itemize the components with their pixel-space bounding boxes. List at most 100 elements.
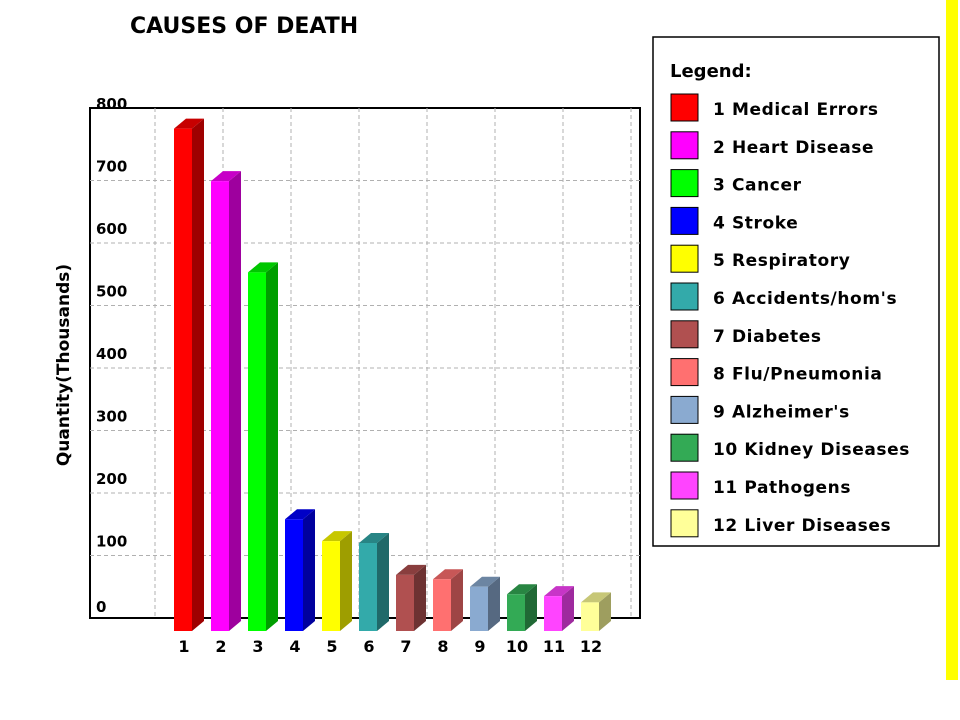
bar-top [544,586,574,597]
bar-10 [507,584,537,631]
bar-4 [285,509,315,631]
bar-front [433,579,451,631]
bar-side [451,569,463,631]
accent-stripe [946,0,958,680]
legend-swatch [670,131,699,160]
x-tick-label: 4 [289,637,300,656]
y-tick-label: 200 [96,470,127,488]
x-axis-ticks: 1 2 3 4 5 6 7 8 9 10 11 12 [178,637,602,656]
chart-title: CAUSES OF DEATH [130,14,358,39]
legend-swatch [670,93,699,122]
y-tick-label: 800 [96,95,127,113]
bar-front [285,519,303,631]
bar-8 [433,569,463,631]
legend-label: 7 Diabetes [713,327,822,347]
legend-item: 5 Respiratory [670,244,850,273]
bar-front [581,602,599,631]
legend-item: 6 Accidents/hom's [670,282,897,311]
legend-item: 3 Cancer [670,169,802,198]
legend-swatch [670,244,699,273]
legend-swatch [670,320,699,349]
legend-item: 2 Heart Disease [670,131,874,160]
y-tick-label: 300 [96,408,127,426]
bar-side [525,584,537,631]
legend-label: 2 Heart Disease [713,138,874,158]
legend-item: 1 Medical Errors [670,93,879,122]
legend-label: 6 Accidents/hom's [713,289,897,309]
bar-top [396,564,426,575]
legend-label: 3 Cancer [713,176,802,196]
y-tick-label: 600 [96,220,127,238]
bar-side [562,586,574,631]
legend-swatch [670,358,699,387]
bar-front [322,541,340,631]
bar-2 [211,171,241,631]
legend-swatch [670,433,699,462]
legend-swatch [670,395,699,424]
x-tick-label: 9 [474,637,485,656]
x-tick-label: 1 [178,637,189,656]
bar-side [340,531,352,631]
bar-side [488,576,500,631]
bar-side [414,564,426,631]
legend-label: 9 Alzheimer's [713,402,850,422]
bars [174,118,611,631]
bar-top [211,171,241,182]
bar-side [192,118,204,631]
legend-item: 9 Alzheimer's [670,395,850,424]
y-axis-ticks: 0 100 200 300 400 500 600 700 800 [96,95,127,616]
y-axis-label: Quantity(Thousands) [54,264,74,466]
bar-top [433,569,463,580]
x-tick-label: 10 [506,637,528,656]
bar-top [581,592,611,603]
bar-top [470,576,500,587]
legend-box [652,36,940,547]
bar-front [470,586,488,631]
legend-label: 12 Liver Diseases [713,516,891,536]
legend-label: 1 Medical Errors [713,100,879,120]
x-tick-label: 2 [215,637,226,656]
bar-1 [174,118,204,631]
bar-7 [396,564,426,631]
bar-5 [322,531,352,631]
y-tick-label: 0 [96,598,106,616]
legend-label: 5 Respiratory [713,251,850,271]
legend-title: Legend: [670,61,752,82]
bar-top [359,533,389,543]
bar-6 [359,533,389,631]
bar-side [303,509,315,631]
legend-label: 11 Pathogens [713,478,851,498]
legend-item: 8 Flu/Pneumonia [670,358,882,387]
legend-swatch [670,282,699,311]
bar-front [174,128,192,631]
legend-item: 11 Pathogens [670,471,851,500]
bar-top [507,584,537,595]
bar-side [266,262,278,631]
bar-top [174,118,204,129]
legend-label: 4 Stroke [713,213,798,233]
bar-front [544,596,562,631]
legend-item: 12 Liver Diseases [670,509,891,538]
bar-front [248,272,266,631]
x-tick-label: 3 [252,637,263,656]
bar-front [507,594,525,631]
x-tick-label: 8 [437,637,448,656]
x-tick-label: 11 [543,637,565,656]
legend-swatch [670,471,699,500]
bar-top [322,531,352,542]
bar-top [248,262,278,273]
bar-front [359,543,377,631]
y-tick-label: 400 [96,345,127,363]
legend-item: 7 Diabetes [670,320,822,349]
legend-swatch [670,206,699,235]
y-tick-label: 100 [96,533,127,551]
x-tick-label: 5 [326,637,337,656]
bar-side [377,533,389,631]
bar-3 [248,262,278,631]
x-tick-label: 12 [580,637,602,656]
legend-swatch [670,509,699,538]
legend-swatch [670,169,699,198]
bar-front [211,181,229,631]
bar-12 [581,592,611,631]
